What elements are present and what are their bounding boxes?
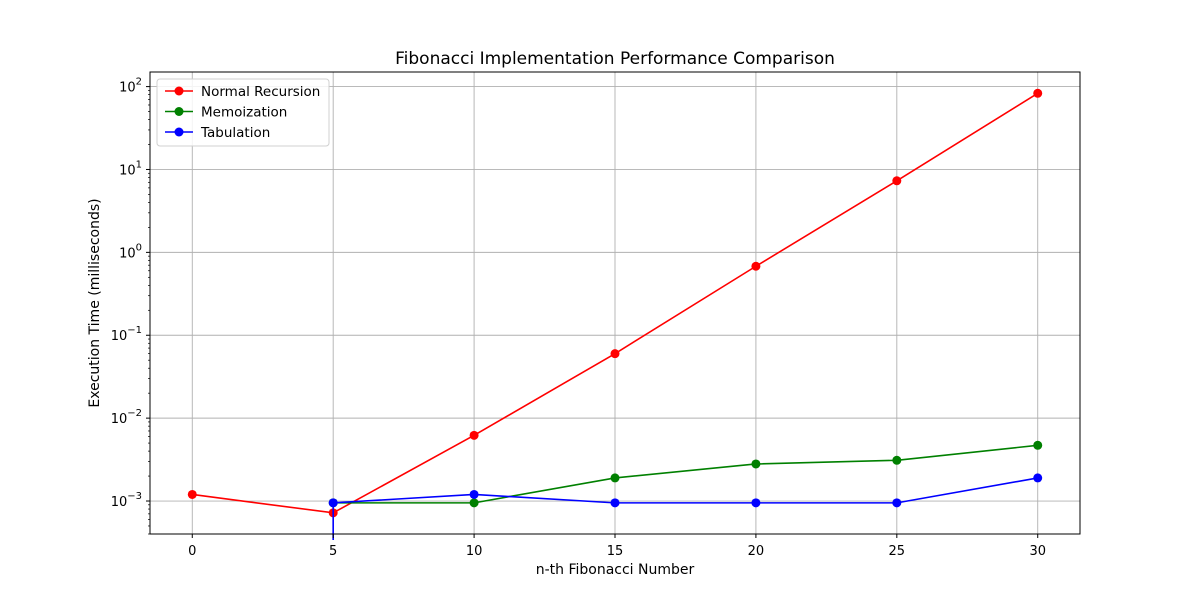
memoization-line bbox=[333, 444, 1038, 504]
tabulation-point bbox=[892, 498, 902, 508]
legend-marker bbox=[174, 86, 184, 96]
memoization-point bbox=[610, 473, 620, 483]
x-tick-label: 5 bbox=[329, 544, 337, 559]
memoization-point bbox=[1033, 440, 1043, 450]
normal-recursion-point bbox=[751, 261, 761, 271]
y-tick-label: 10−1 bbox=[111, 325, 142, 344]
normal-recursion-point bbox=[469, 430, 479, 440]
legend-marker bbox=[174, 127, 184, 137]
chart-title: Fibonacci Implementation Performance Com… bbox=[395, 49, 835, 69]
y-tick-label: 102 bbox=[119, 77, 142, 96]
legend-label: Normal Recursion bbox=[201, 84, 320, 100]
normal-recursion-point bbox=[187, 489, 197, 499]
normal-recursion-point bbox=[1033, 88, 1043, 98]
y-axis-label: Execution Time (milliseconds) bbox=[87, 198, 103, 407]
normal-recursion-point bbox=[892, 176, 902, 186]
normal-recursion-point bbox=[610, 349, 620, 359]
legend-marker bbox=[174, 107, 184, 116]
x-axis-label: n-th Fibonacci Number bbox=[536, 562, 695, 578]
grid-lines bbox=[150, 72, 1080, 534]
legend-label: Memoization bbox=[201, 105, 287, 121]
memoization-point bbox=[892, 455, 902, 465]
series-layer bbox=[187, 88, 1043, 540]
x-tick-label: 20 bbox=[748, 544, 765, 559]
y-axis: 10−3 10−2 10−1 100 101 102 bbox=[111, 77, 150, 535]
tabulation-point bbox=[610, 498, 620, 508]
legend-label: Tabulation bbox=[200, 125, 270, 141]
x-tick-label: 25 bbox=[889, 544, 906, 559]
memoization-point bbox=[751, 459, 761, 469]
legend-box bbox=[156, 78, 330, 147]
y-tick-label: 100 bbox=[119, 242, 142, 261]
y-tick-label: 10−2 bbox=[111, 408, 142, 427]
x-tick-label: 30 bbox=[1029, 544, 1046, 559]
legend: Normal Recursion Memoization Tabulation bbox=[156, 78, 330, 147]
x-tick-label: 15 bbox=[607, 544, 624, 559]
tabulation-point bbox=[1033, 473, 1043, 483]
x-tick-label: 0 bbox=[188, 544, 196, 559]
x-tick-label: 10 bbox=[466, 544, 483, 559]
tabulation-point bbox=[751, 498, 761, 508]
y-tick-label: 101 bbox=[119, 159, 142, 178]
x-axis: 0 5 10 15 20 25 30 bbox=[188, 534, 1046, 559]
tabulation-point bbox=[469, 489, 479, 499]
tabulation-point bbox=[328, 498, 338, 508]
y-tick-label: 10−3 bbox=[111, 491, 142, 510]
memoization-point bbox=[469, 498, 479, 508]
